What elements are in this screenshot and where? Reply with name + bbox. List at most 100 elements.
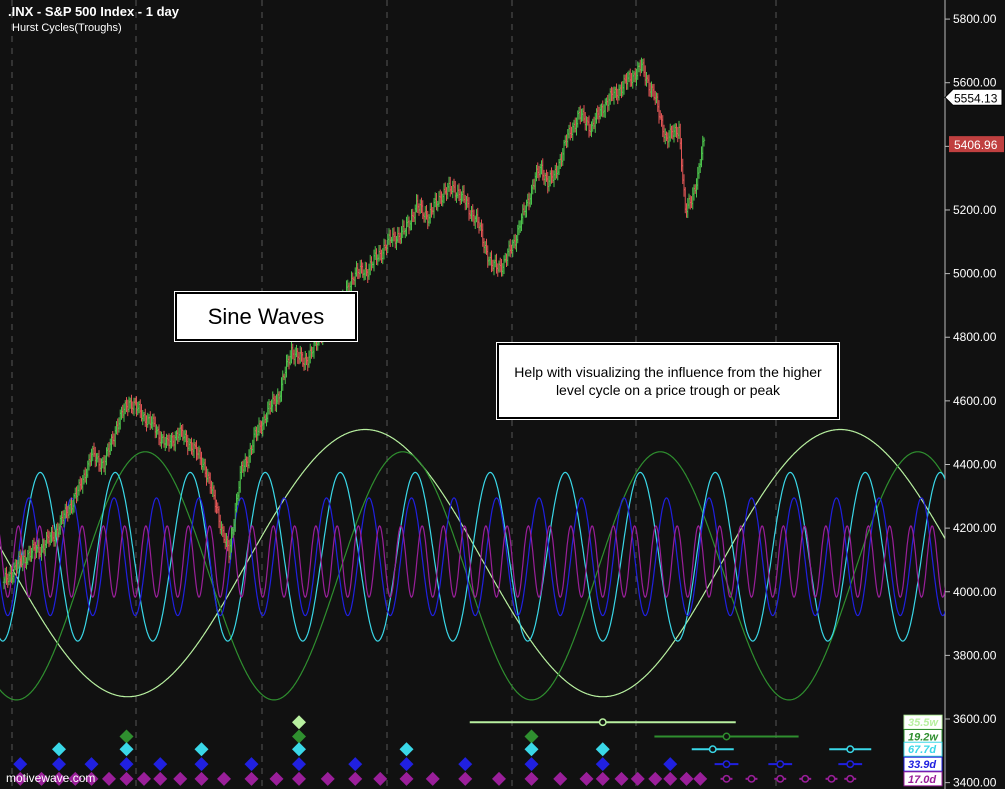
chart-title: .INX - S&P 500 Index - 1 day xyxy=(8,4,179,19)
cycle-wave-35.5w xyxy=(0,428,945,698)
trough-marker-19.2w xyxy=(524,729,539,744)
trough-marker-35.5w xyxy=(292,715,306,730)
trough-marker-17.0d xyxy=(348,771,363,786)
trough-marker-67.7d xyxy=(119,742,134,757)
cycle-legend-label: 67.7d xyxy=(908,744,936,756)
y-tick-label: 3600.00 xyxy=(953,712,997,726)
help-note[interactable]: Help with visualizing the influence from… xyxy=(497,343,839,419)
trough-marker-17.0d xyxy=(630,771,645,786)
projected-trough-33.9d xyxy=(776,760,785,769)
trough-marker-17.0d xyxy=(553,771,568,786)
indicator-label: Hurst Cycles(Troughs) xyxy=(12,22,122,34)
projected-trough-17.0d xyxy=(827,774,836,783)
y-tick-label: 5800.00 xyxy=(953,12,997,26)
trough-marker-67.7d xyxy=(52,742,66,757)
trough-marker-33.9d xyxy=(524,757,539,772)
cycle-legend-label: 17.0d xyxy=(908,774,936,786)
cycle-legend-label: 19.2w xyxy=(908,732,939,744)
cycle-waves xyxy=(0,428,945,701)
trough-marker-17.0d xyxy=(173,771,188,786)
price-label-text: 5554.13 xyxy=(954,91,998,105)
trough-marker-33.9d xyxy=(52,757,66,772)
trough-marker-17.0d xyxy=(663,771,678,786)
y-tick-label: 4600.00 xyxy=(953,394,997,408)
trough-marker-33.9d xyxy=(595,757,610,772)
y-tick-label: 4400.00 xyxy=(953,457,997,471)
trough-marker-17.0d xyxy=(194,771,209,786)
trough-marker-17.0d xyxy=(579,771,594,786)
trough-marker-67.7d xyxy=(292,742,306,757)
y-tick-label: 3800.00 xyxy=(953,648,997,662)
trough-marker-67.7d xyxy=(194,742,209,757)
trough-marker-17.0d xyxy=(458,771,473,786)
trough-marker-67.7d xyxy=(524,742,539,757)
y-tick-label: 3400.00 xyxy=(953,776,997,789)
trough-marker-17.0d xyxy=(52,771,66,786)
trough-marker-17.0d xyxy=(102,771,116,786)
y-tick-label: 4200.00 xyxy=(953,521,997,535)
trough-marker-17.0d xyxy=(614,771,629,786)
projected-trough-17.0d xyxy=(747,774,756,783)
trough-marker-67.7d xyxy=(399,742,414,757)
trough-markers xyxy=(13,715,872,786)
trough-marker-17.0d xyxy=(524,771,539,786)
sine-waves-note[interactable]: Sine Waves xyxy=(175,292,357,341)
cycle-legend-67.7d: 67.7d xyxy=(903,741,943,757)
trough-marker-17.0d xyxy=(693,771,708,786)
trough-marker-17.0d xyxy=(679,771,694,786)
trough-marker-33.9d xyxy=(348,757,363,772)
price-label-text: 5406.96 xyxy=(954,138,998,152)
projected-trough-33.9d xyxy=(722,760,731,769)
projected-trough-67.7d xyxy=(708,745,717,754)
price-label-red: 5406.96 xyxy=(949,136,1004,153)
trough-marker-33.9d xyxy=(244,757,259,772)
cycle-legend-label: 35.5w xyxy=(908,717,939,729)
cycle-legend-19.2w: 19.2w xyxy=(903,729,943,745)
cycle-wave-17.0d xyxy=(0,525,945,599)
trough-marker-17.0d xyxy=(244,771,259,786)
price-bars xyxy=(2,57,706,590)
projected-trough-35.5w xyxy=(598,718,607,727)
projected-trough-17.0d xyxy=(801,774,810,783)
trough-marker-17.0d xyxy=(648,771,663,786)
cycle-legend-label: 33.9d xyxy=(908,759,936,771)
projected-trough-67.7d xyxy=(846,745,855,754)
trough-marker-17.0d xyxy=(373,771,388,786)
trough-marker-17.0d xyxy=(84,771,99,786)
trough-marker-33.9d xyxy=(84,757,99,772)
trough-marker-17.0d xyxy=(34,771,49,786)
y-tick-label: 4000.00 xyxy=(953,585,997,599)
cycle-legend-17.0d: 17.0d xyxy=(903,771,943,787)
trough-marker-17.0d xyxy=(425,771,440,786)
y-tick-label: 4800.00 xyxy=(953,330,997,344)
trough-marker-33.9d xyxy=(458,757,473,772)
projected-trough-17.0d xyxy=(776,774,785,783)
trough-marker-17.0d xyxy=(320,771,335,786)
projected-trough-17.0d xyxy=(846,774,855,783)
trough-marker-19.2w xyxy=(292,729,306,744)
watermark: motivewave.com xyxy=(6,771,96,785)
trough-marker-17.0d xyxy=(492,771,506,786)
cycle-legend-35.5w: 35.5w xyxy=(903,714,943,730)
cycle-wave-67.7d xyxy=(0,471,945,642)
price-label-last: 5554.13 xyxy=(944,88,1003,106)
trough-marker-17.0d xyxy=(269,771,284,786)
trough-marker-17.0d xyxy=(153,771,168,786)
cycle-wave-33.9d xyxy=(0,497,945,617)
trough-marker-17.0d xyxy=(68,771,83,786)
trough-marker-33.9d xyxy=(399,757,414,772)
trough-marker-19.2w xyxy=(119,729,134,744)
trough-marker-17.0d xyxy=(399,771,414,786)
trough-marker-33.9d xyxy=(194,757,209,772)
trough-marker-33.9d xyxy=(153,757,168,772)
trough-marker-33.9d xyxy=(292,757,306,772)
y-tick-label: 5200.00 xyxy=(953,203,997,217)
trough-marker-17.0d xyxy=(119,771,134,786)
trough-marker-33.9d xyxy=(119,757,134,772)
trough-marker-33.9d xyxy=(13,757,28,772)
y-tick-label: 5000.00 xyxy=(953,267,997,281)
trough-marker-17.0d xyxy=(137,771,151,786)
cycle-legend-33.9d: 33.9d xyxy=(903,756,943,772)
trough-marker-33.9d xyxy=(663,757,678,772)
y-tick-label: 5600.00 xyxy=(953,76,997,90)
